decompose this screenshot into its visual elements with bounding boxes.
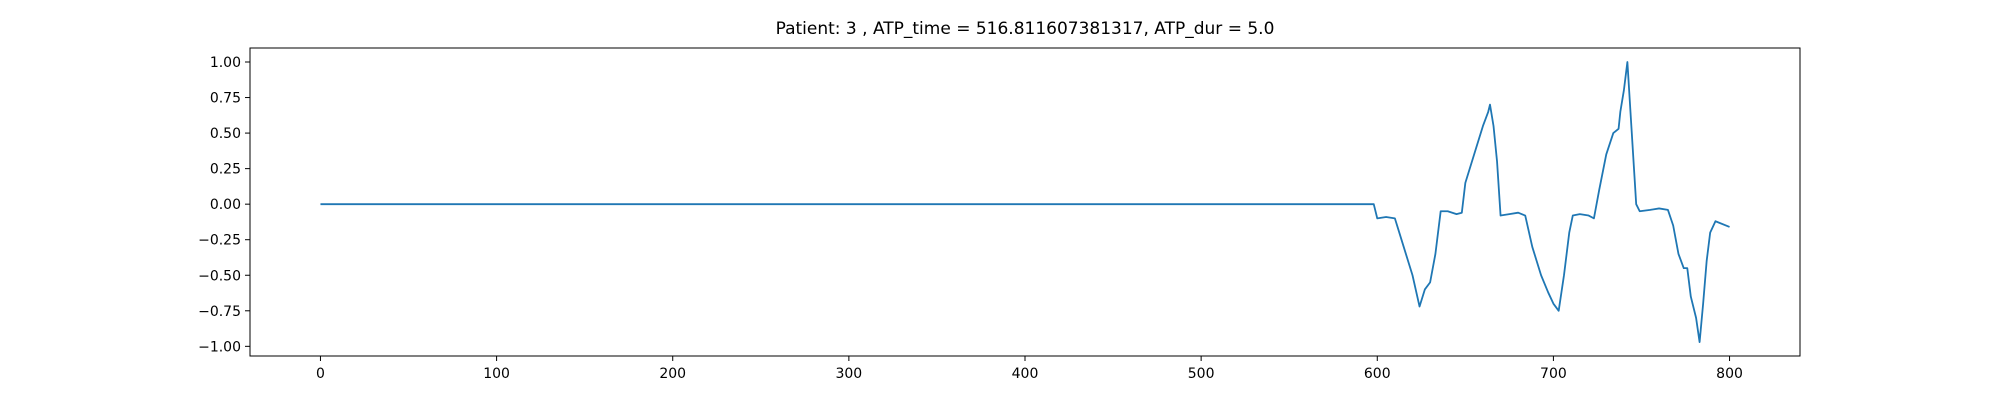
y-tick-label: 0.25 [210, 162, 241, 178]
y-tick-label: −0.50 [198, 268, 241, 284]
y-tick-label: −1.00 [198, 339, 241, 355]
y-tick-label: 0.50 [210, 126, 241, 142]
y-tick-label: 1.00 [210, 55, 241, 71]
chart-title: Patient: 3 , ATP_time = 516.811607381317… [776, 19, 1275, 39]
x-tick-label: 800 [1716, 366, 1743, 382]
x-tick-label: 100 [483, 366, 510, 382]
x-tick-label: 300 [835, 366, 862, 382]
y-tick-label: −0.25 [198, 233, 241, 249]
y-tick-label: −0.75 [198, 304, 241, 320]
x-tick-label: 200 [659, 366, 686, 382]
y-tick-label: 0.00 [210, 197, 241, 213]
y-tick-label: 0.75 [210, 91, 241, 107]
x-tick-label: 400 [1012, 366, 1039, 382]
plot-frame [249, 47, 1801, 357]
data-line [320, 61, 1730, 343]
x-tick-label: 0 [316, 366, 325, 382]
x-tick-label: 700 [1540, 366, 1567, 382]
x-tick-label: 500 [1188, 366, 1215, 382]
x-tick-label: 600 [1364, 366, 1391, 382]
